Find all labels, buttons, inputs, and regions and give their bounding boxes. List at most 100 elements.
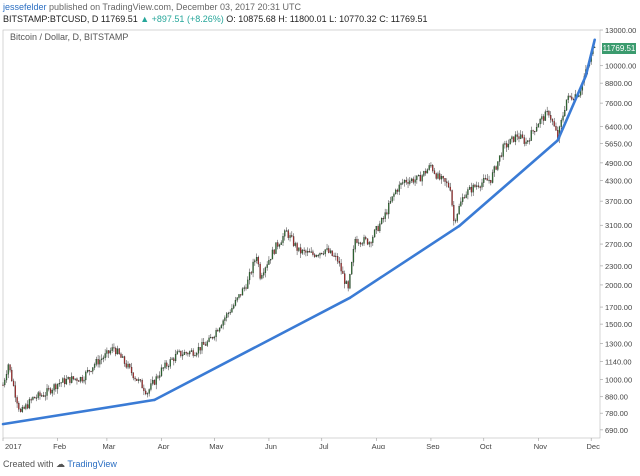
candle-body [446,181,448,184]
candle-body [474,184,476,187]
candle-body [491,172,494,183]
candle-body [69,377,71,383]
candle-body [338,261,341,264]
candle-body [532,130,534,132]
candle-body [85,371,87,381]
candle-body [343,273,346,284]
candle-body [257,257,260,265]
candle-body [248,272,251,281]
candle-body [222,320,224,326]
candle-body [384,212,386,219]
y-tick-label: 8800.00 [605,79,632,88]
candle-body [379,223,381,232]
candle-body [329,250,332,253]
candle-body [569,95,571,98]
candle-body [164,362,166,368]
candle-body [86,370,89,373]
candle-body [488,179,490,182]
candle-body [484,178,487,180]
candle-body [437,173,439,179]
candle-body [139,379,142,381]
candle-body [430,165,432,167]
x-tick-label: Apr [158,442,170,449]
candle-body [525,141,527,144]
candle-body [389,201,392,204]
candle-body [451,190,453,206]
candle-body [386,212,388,215]
candle-body [287,230,289,238]
price-chart[interactable]: 13000.00 10000.00 8800.00 7600.00 6400.00 565… [0,26,640,451]
candle-body [53,384,55,391]
candle-body [153,380,156,385]
candle-body [176,351,178,355]
candle-body [123,356,126,364]
candle-body [12,380,15,386]
candle-body [166,362,168,367]
candle-body [247,279,249,289]
candle-body [405,179,407,183]
candle-body [435,173,437,179]
candle-body [83,379,85,382]
candle-body [490,179,492,183]
symbol-line: BITSTAMP:BTCUSD, D 11769.51 ▲ +897.51 (+… [3,14,428,24]
candle-body [456,213,459,221]
tradingview-link[interactable]: TradingView [67,459,117,469]
candle-body [169,359,171,367]
candle-body [493,166,495,173]
candle-body [324,249,326,254]
candle-body [102,357,105,360]
candle-body [299,247,302,254]
candle-body [18,403,20,410]
x-tick-label: Nov [534,442,548,449]
y-tick-label: 1300.00 [605,340,632,349]
candle-body [340,262,342,272]
candle-body [458,206,460,215]
candle-body [268,259,270,265]
candle-body [173,358,175,362]
candle-body [181,354,184,357]
y-tick-label: 5650.00 [605,139,632,148]
publisher-link[interactable]: jessefelder [3,2,47,12]
candle-body [460,201,462,207]
candle-body [120,353,122,358]
candle-body [106,350,108,354]
candle-body [351,262,353,275]
candle-body [92,367,94,372]
candle-body [243,287,245,289]
candle-body [347,281,349,289]
candle-body [125,363,127,368]
candle-body [226,313,228,318]
candle-body [521,134,524,138]
candle-body [95,359,97,365]
candle-body [233,305,235,309]
candle-body [7,364,9,375]
candle-body [270,258,272,261]
candle-body [141,380,143,389]
candle-body [196,353,198,356]
candle-body [548,110,550,116]
candle-body [317,255,319,257]
candle-body [187,352,189,355]
y-tick-label: 1000.00 [605,375,632,384]
candle-body [322,253,325,255]
candle-body [481,182,483,188]
candle-body [298,247,300,251]
candle-body [48,388,50,390]
candle-body [514,134,517,142]
chart-area[interactable]: 13000.00 10000.00 8800.00 7600.00 6400.00 565… [0,26,640,451]
candle-body [453,205,455,221]
candle-body [465,194,467,198]
candle-body [419,175,422,182]
candle-body [335,255,337,257]
candle-body [199,347,201,351]
candle-body [28,399,31,409]
candle-body [227,312,230,314]
candle-body [63,378,66,385]
candle-body [275,242,277,254]
created-with-text: Created with [3,459,54,469]
y-tick-label: 2300.00 [605,262,632,271]
candle-body [303,249,305,252]
candle-body [291,235,293,237]
candle-body [463,197,466,199]
x-tick-label: Feb [53,442,66,449]
